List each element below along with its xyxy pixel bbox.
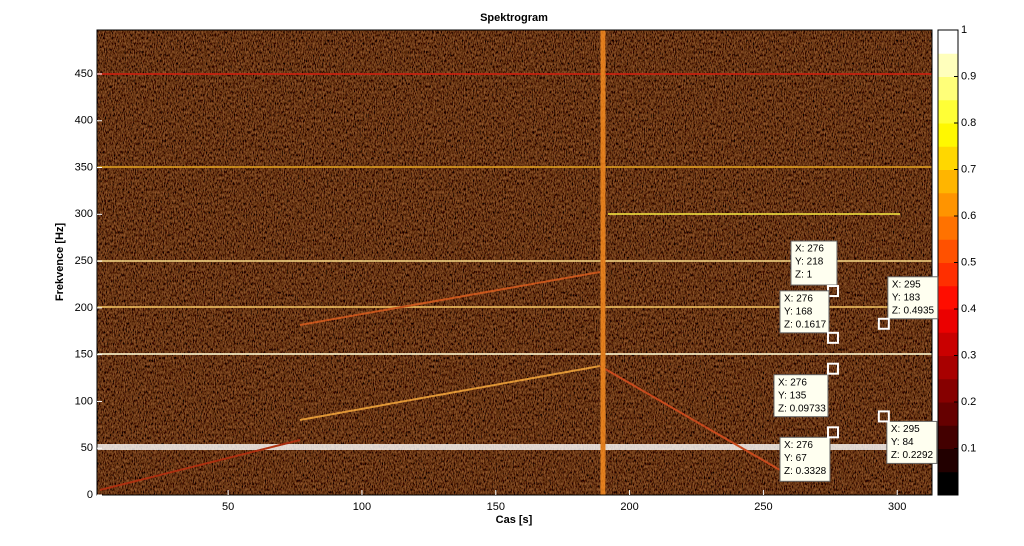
y-tick-label: 50: [81, 442, 93, 454]
datatip-text: Z: 0.4935: [892, 305, 935, 316]
colorbar-swatch: [938, 309, 958, 333]
datatip-text: X: 276: [784, 440, 813, 451]
datatip-text: Y: 84: [891, 437, 914, 448]
datatip: X: 276 Y: 218 Z: 1: [790, 240, 839, 298]
colorbar-swatch: [938, 471, 958, 496]
datatip-box: [887, 276, 939, 320]
plot-frame: [96, 29, 933, 496]
colorbar-swatch: [938, 402, 958, 426]
datatip: X: 276 Y: 67 Z: 0.3328: [779, 426, 839, 482]
y-tick-label: 450: [75, 68, 93, 80]
colorbar-swatch: [938, 425, 958, 449]
datatip: X: 276 Y: 168 Z: 0.1617: [779, 290, 839, 344]
colorbar-swatch: [938, 123, 958, 147]
colorbar-swatch: [938, 239, 958, 263]
colorbar-swatch: [938, 285, 958, 310]
y-tick-label: 350: [75, 161, 93, 173]
colorbar-tick-label: 0.1: [961, 442, 976, 454]
colorbar-swatch: [938, 30, 958, 54]
y-tick-label: 0: [87, 489, 93, 501]
colorbar-tick-label: 0.6: [961, 210, 976, 222]
datatip-text: Y: 218: [795, 257, 824, 268]
colorbar-swatch: [938, 169, 958, 194]
datatip-text: Z: 0.3328: [784, 466, 827, 477]
y-tick-label: 300: [75, 208, 93, 220]
y-tick-label: 150: [75, 349, 93, 361]
colorbar-swatch: [938, 355, 958, 380]
colorbar-swatch: [938, 99, 958, 124]
chart-title: Spektrogram: [480, 12, 548, 24]
datatip-text: X: 276: [778, 377, 807, 388]
x-tick-label: 300: [888, 501, 906, 513]
datatip: X: 295 Y: 183 Z: 0.4935: [877, 276, 939, 330]
colorbar-tick-label: 0.4: [961, 303, 976, 315]
y-tick-label: 400: [75, 115, 93, 127]
datatip-text: Z: 0.09733: [778, 403, 826, 414]
datatip-text: Z: 1: [795, 270, 813, 281]
colorbar-tick-label: 0.7: [961, 163, 976, 175]
datatip-text: Z: 0.1617: [784, 319, 827, 330]
x-axis-label: Cas [s]: [496, 514, 533, 526]
x-tick-label: 50: [222, 501, 234, 513]
datatip-text: Y: 135: [778, 390, 807, 401]
datatip-marker: [826, 362, 839, 375]
datatip-text: Y: 67: [784, 453, 807, 464]
colorbar-tick-label: 0.8: [961, 117, 976, 129]
datatip-text: X: 276: [795, 244, 824, 255]
colorbar-swatch: [938, 192, 958, 217]
datatip-marker: [877, 410, 890, 423]
datatip-marker: [826, 331, 839, 344]
datatip-text: Y: 183: [892, 292, 921, 303]
datatip-text: Y: 168: [784, 306, 813, 317]
datatip-box: [773, 374, 829, 418]
datatip-text: X: 276: [784, 293, 813, 304]
datatip-box: [779, 290, 830, 334]
colorbar-swatch: [938, 378, 958, 403]
colorbar-swatch: [938, 146, 958, 170]
colorbar-swatch: [938, 262, 958, 287]
datatip-text: X: 295: [891, 424, 920, 435]
colorbar-tick-label: 0.3: [961, 349, 976, 361]
datatip-box: [790, 240, 838, 286]
datatip-text: X: 295: [892, 279, 921, 290]
datatip: X: 276 Y: 135 Z: 0.09733: [773, 362, 839, 418]
colorbar-tick-label: 1: [961, 24, 967, 36]
colorbar: [938, 30, 958, 496]
colorbar-tick-label: 0.9: [961, 70, 976, 82]
colorbar-tick-label: 0.2: [961, 396, 976, 408]
colorbar-swatch: [938, 332, 958, 356]
datatip: X: 295 Y: 84 Z: 0.2292: [877, 410, 938, 464]
datatip-box: [779, 436, 831, 482]
datatip-text: Z: 0.2292: [891, 450, 934, 461]
datatip-box: [886, 420, 938, 464]
colorbar-swatch: [938, 448, 958, 473]
colorbar-swatch: [938, 53, 958, 77]
x-tick-label: 250: [754, 501, 772, 513]
x-tick-label: 100: [353, 501, 371, 513]
x-tick-label: 200: [620, 501, 638, 513]
y-tick-label: 250: [75, 255, 93, 267]
colorbar-swatch: [938, 216, 958, 240]
colorbar-swatch: [938, 76, 958, 101]
y-tick-label: 200: [75, 302, 93, 314]
datatip-marker: [826, 426, 839, 439]
x-tick-label: 150: [487, 501, 505, 513]
colorbar-tick-label: 0.5: [961, 256, 976, 268]
datatip-marker: [877, 317, 890, 330]
y-tick-label: 100: [75, 395, 93, 407]
y-axis-label: Frekvence [Hz]: [54, 223, 66, 302]
